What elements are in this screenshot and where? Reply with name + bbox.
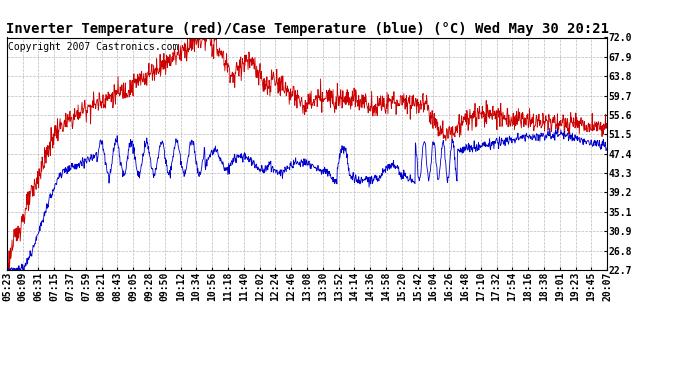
Title: Inverter Temperature (red)/Case Temperature (blue) (°C) Wed May 30 20:21: Inverter Temperature (red)/Case Temperat… xyxy=(6,22,609,36)
Text: Copyright 2007 Castronics.com: Copyright 2007 Castronics.com xyxy=(8,42,179,52)
